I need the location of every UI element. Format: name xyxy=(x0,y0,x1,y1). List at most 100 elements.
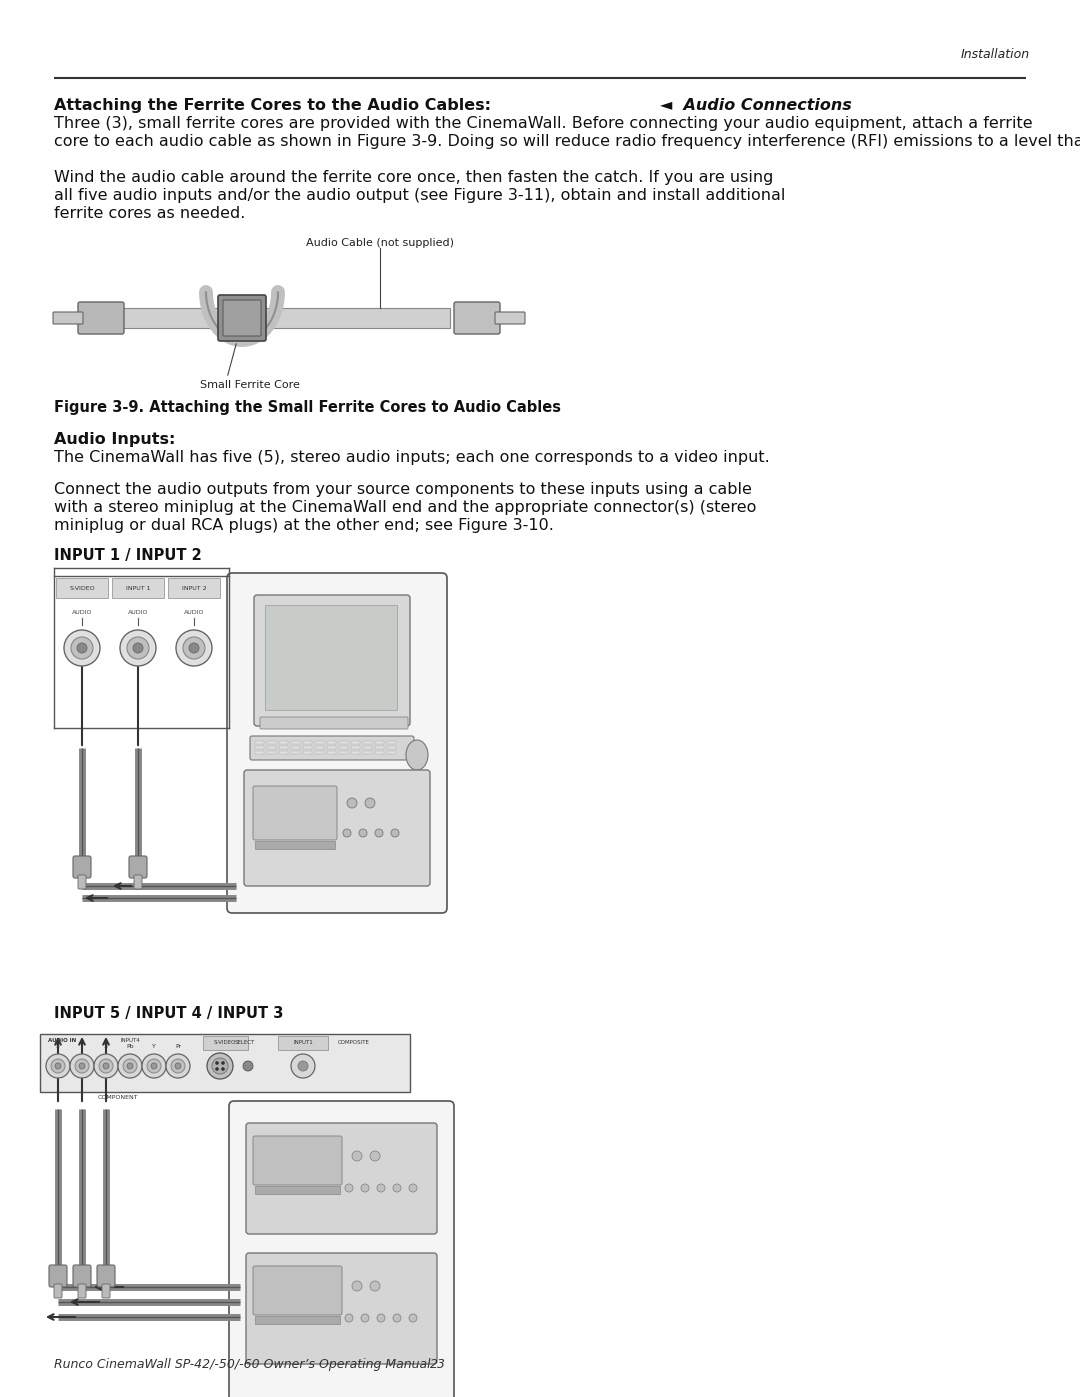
FancyBboxPatch shape xyxy=(254,595,410,726)
FancyBboxPatch shape xyxy=(375,746,384,749)
Text: ◄  Audio Connections: ◄ Audio Connections xyxy=(660,98,852,113)
FancyBboxPatch shape xyxy=(327,740,336,745)
Text: ferrite cores as needed.: ferrite cores as needed. xyxy=(54,205,245,221)
FancyBboxPatch shape xyxy=(265,605,397,710)
Text: SELECT: SELECT xyxy=(235,1041,255,1045)
FancyBboxPatch shape xyxy=(227,573,447,914)
Circle shape xyxy=(70,1053,94,1078)
Circle shape xyxy=(176,630,212,666)
Text: Attaching the Ferrite Cores to the Audio Cables:: Attaching the Ferrite Cores to the Audio… xyxy=(54,98,491,113)
Circle shape xyxy=(347,798,357,807)
Text: 3: 3 xyxy=(104,1044,108,1049)
Ellipse shape xyxy=(406,740,428,770)
FancyBboxPatch shape xyxy=(255,740,264,745)
Circle shape xyxy=(352,1151,362,1161)
FancyBboxPatch shape xyxy=(267,752,276,754)
Circle shape xyxy=(345,1185,353,1192)
FancyBboxPatch shape xyxy=(244,770,430,886)
Circle shape xyxy=(375,828,383,837)
FancyBboxPatch shape xyxy=(73,856,91,877)
FancyBboxPatch shape xyxy=(303,746,312,749)
FancyBboxPatch shape xyxy=(375,752,384,754)
FancyBboxPatch shape xyxy=(387,752,396,754)
Circle shape xyxy=(291,1053,315,1078)
FancyBboxPatch shape xyxy=(454,302,500,334)
Circle shape xyxy=(151,1063,157,1069)
Text: Y: Y xyxy=(152,1044,156,1049)
FancyBboxPatch shape xyxy=(351,752,360,754)
FancyBboxPatch shape xyxy=(339,752,348,754)
FancyBboxPatch shape xyxy=(49,1266,67,1287)
Text: 5: 5 xyxy=(56,1044,59,1049)
Text: Runco CinemaWall SP-42/-50/-60 Owner’s Operating Manual: Runco CinemaWall SP-42/-50/-60 Owner’s O… xyxy=(54,1358,431,1370)
FancyBboxPatch shape xyxy=(387,740,396,745)
FancyBboxPatch shape xyxy=(255,752,264,754)
Circle shape xyxy=(343,828,351,837)
Circle shape xyxy=(361,1315,369,1322)
FancyBboxPatch shape xyxy=(339,740,348,745)
FancyBboxPatch shape xyxy=(73,1266,91,1287)
Circle shape xyxy=(183,637,205,659)
FancyBboxPatch shape xyxy=(363,752,372,754)
FancyBboxPatch shape xyxy=(387,746,396,749)
FancyBboxPatch shape xyxy=(279,746,288,749)
Circle shape xyxy=(352,1281,362,1291)
FancyBboxPatch shape xyxy=(112,578,164,598)
FancyBboxPatch shape xyxy=(255,746,264,749)
Circle shape xyxy=(55,1063,60,1069)
Text: AUDIO: AUDIO xyxy=(184,610,204,616)
FancyBboxPatch shape xyxy=(291,746,300,749)
Text: core to each audio cable as shown in Figure 3-9. Doing so will reduce radio freq: core to each audio cable as shown in Fig… xyxy=(54,134,1080,149)
Text: Pb: Pb xyxy=(126,1044,134,1049)
Circle shape xyxy=(393,1185,401,1192)
Text: 23: 23 xyxy=(430,1358,446,1370)
Text: INPUT4: INPUT4 xyxy=(120,1038,140,1044)
FancyBboxPatch shape xyxy=(102,1284,110,1298)
FancyBboxPatch shape xyxy=(327,746,336,749)
FancyBboxPatch shape xyxy=(351,740,360,745)
FancyBboxPatch shape xyxy=(291,752,300,754)
FancyBboxPatch shape xyxy=(249,736,414,760)
Text: The CinemaWall has five (5), stereo audio inputs; each one corresponds to a vide: The CinemaWall has five (5), stereo audi… xyxy=(54,450,770,465)
FancyBboxPatch shape xyxy=(203,1037,248,1051)
Circle shape xyxy=(361,1185,369,1192)
Circle shape xyxy=(123,1059,137,1073)
Text: Pr: Pr xyxy=(175,1044,181,1049)
FancyBboxPatch shape xyxy=(351,746,360,749)
FancyBboxPatch shape xyxy=(253,1266,342,1315)
FancyBboxPatch shape xyxy=(246,1123,437,1234)
FancyBboxPatch shape xyxy=(315,752,324,754)
FancyBboxPatch shape xyxy=(255,1316,340,1324)
Text: INPUT 5 / INPUT 4 / INPUT 3: INPUT 5 / INPUT 4 / INPUT 3 xyxy=(54,1006,283,1021)
FancyBboxPatch shape xyxy=(134,875,141,888)
Circle shape xyxy=(345,1315,353,1322)
FancyBboxPatch shape xyxy=(339,746,348,749)
FancyBboxPatch shape xyxy=(315,740,324,745)
FancyBboxPatch shape xyxy=(255,1186,340,1194)
FancyBboxPatch shape xyxy=(363,746,372,749)
Circle shape xyxy=(118,1053,141,1078)
Text: AUDIO: AUDIO xyxy=(127,610,148,616)
Circle shape xyxy=(171,1059,185,1073)
FancyBboxPatch shape xyxy=(54,1284,62,1298)
FancyBboxPatch shape xyxy=(267,746,276,749)
FancyBboxPatch shape xyxy=(253,787,337,840)
Circle shape xyxy=(393,1315,401,1322)
Circle shape xyxy=(71,637,93,659)
FancyBboxPatch shape xyxy=(97,1266,114,1287)
FancyBboxPatch shape xyxy=(375,740,384,745)
Circle shape xyxy=(365,798,375,807)
Text: S-VIDEO: S-VIDEO xyxy=(214,1041,237,1045)
FancyBboxPatch shape xyxy=(229,1101,454,1397)
Circle shape xyxy=(99,1059,113,1073)
Text: miniplug or dual RCA plugs) at the other end; see Figure 3-10.: miniplug or dual RCA plugs) at the other… xyxy=(54,518,554,534)
Circle shape xyxy=(409,1185,417,1192)
FancyBboxPatch shape xyxy=(303,752,312,754)
Text: with a stereo miniplug at the CinemaWall end and the appropriate connector(s) (s: with a stereo miniplug at the CinemaWall… xyxy=(54,500,756,515)
Text: Small Ferrite Core: Small Ferrite Core xyxy=(200,380,300,390)
FancyBboxPatch shape xyxy=(218,295,266,341)
Circle shape xyxy=(409,1315,417,1322)
FancyBboxPatch shape xyxy=(53,312,83,324)
Circle shape xyxy=(51,1059,65,1073)
FancyBboxPatch shape xyxy=(303,740,312,745)
